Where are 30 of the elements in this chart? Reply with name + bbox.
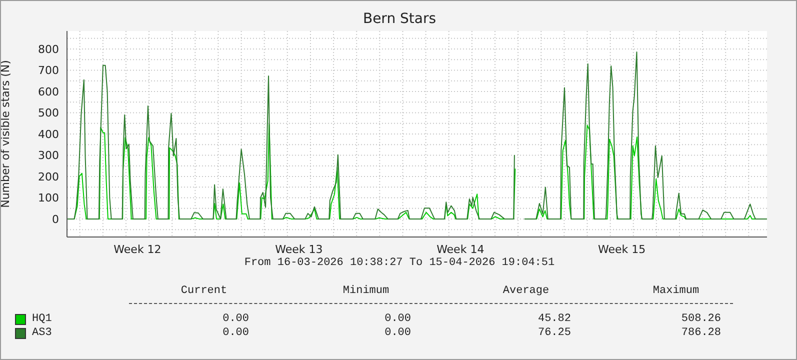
text: 0.00 [384,327,411,339]
x-tick-label: Week 12 [114,242,162,256]
text: 0.00 [384,313,411,325]
x-tick-label: Week 14 [436,242,484,256]
chart-title: Bern Stars [362,11,438,27]
x-tick-label: Week 15 [598,242,646,256]
text: Average [502,285,550,297]
text: 0.00 [222,327,249,339]
text: 45.82 [536,313,571,325]
legend-label: AS3 [32,327,52,339]
x-tick-label: Week 13 [275,242,323,256]
y-tick-label: 300 [38,149,59,162]
y-tick-label: 200 [38,170,59,184]
y-tick-label: 400 [38,128,59,141]
text: 0.00 [222,313,249,325]
text: From 16-03-2026 10:38:27 To 15-04-2026 19:04:51 [243,257,556,269]
text: 76.25 [536,327,571,339]
text: 786.28 [680,327,721,339]
y-tick-label: 100 [38,192,59,205]
y-axis-title: Number of visible stars (N) [0,60,12,208]
text: Minimum [342,285,390,297]
y-tick-label: 600 [38,85,59,98]
text: 508.26 [680,313,721,325]
y-tick-label: 800 [38,42,59,56]
text: Maximum [652,285,700,297]
text: Current [180,285,228,297]
y-tick-label: 0 [52,212,59,226]
legend-label: HQ1 [32,313,52,325]
y-tick-label: 700 [38,64,59,78]
y-tick-label: 500 [38,106,59,120]
